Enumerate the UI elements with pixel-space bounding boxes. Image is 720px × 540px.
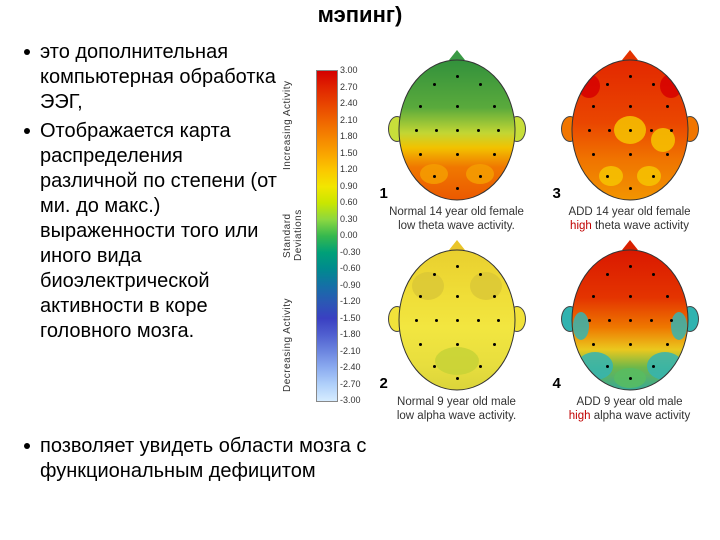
scale-tick: -0.30: [340, 247, 361, 257]
scale-tick: 1.80: [340, 131, 358, 141]
colorbar: [316, 70, 338, 402]
head-caption: Normal 9 year old malelow alpha wave act…: [379, 396, 534, 424]
head-caption: ADD 14 year old femalehigh theta wave ac…: [552, 206, 707, 234]
head-caption: Normal 14 year old femalelow theta wave …: [379, 206, 534, 234]
scale-tick: -0.60: [340, 263, 361, 273]
scale-label-sd: Standard Deviations: [282, 188, 304, 283]
bullet-text: позволяет увидеть области мозга с функци…: [40, 434, 444, 484]
heads-grid: 1Normal 14 year old femalelow theta wave…: [374, 56, 704, 426]
bullet-list-bottom: позволяет увидеть области мозга с функци…: [24, 434, 444, 488]
scale-tick: 2.40: [340, 98, 358, 108]
scale-tick: 1.20: [340, 164, 358, 174]
slide: мэпинг) это дополнительная компьютерная …: [0, 0, 720, 540]
scale-tick: 0.30: [340, 214, 358, 224]
bullet-text: Отображается карта распределения различн…: [40, 119, 284, 344]
head-caption: ADD 9 year old malehigh alpha wave activ…: [552, 396, 707, 424]
list-item: это дополнительная компьютерная обработк…: [24, 40, 284, 115]
scale-tick: -1.20: [340, 296, 361, 306]
head-cell-3: 3ADD 14 year old femalehigh theta wave a…: [552, 56, 707, 234]
head-wrap: 2: [394, 246, 520, 394]
head-number: 1: [380, 185, 388, 202]
scale-tick: -1.80: [340, 329, 361, 339]
page-title: мэпинг): [0, 2, 720, 28]
head-number: 3: [553, 185, 561, 202]
list-item: позволяет увидеть области мозга с функци…: [24, 434, 444, 484]
head-wrap: 4: [567, 246, 693, 394]
head-wrap: 1: [394, 56, 520, 204]
head-number: 4: [553, 375, 561, 392]
bullet-text: это дополнительная компьютерная обработк…: [40, 40, 284, 115]
scale-tick: 0.00: [340, 230, 358, 240]
scale-tick: 2.70: [340, 82, 358, 92]
scale-tick: 1.50: [340, 148, 358, 158]
scale-label-increasing: Increasing Activity: [282, 70, 293, 180]
bullet-list-left: это дополнительная компьютерная обработк…: [24, 40, 284, 348]
scale-tick: -2.40: [340, 362, 361, 372]
color-scale: Standard Deviations Increasing Activity …: [288, 70, 362, 400]
scale-tick: 0.90: [340, 181, 358, 191]
scale-tick: 0.60: [340, 197, 358, 207]
list-item: Отображается карта распределения различн…: [24, 119, 284, 344]
bullet-dot: [24, 128, 30, 134]
bullet-dot: [24, 49, 30, 55]
scale-tick: -2.70: [340, 379, 361, 389]
head-cell-4: 4ADD 9 year old malehigh alpha wave acti…: [552, 246, 707, 424]
scale-tick: -1.50: [340, 313, 361, 323]
head-number: 2: [380, 375, 388, 392]
head-cell-1: 1Normal 14 year old femalelow theta wave…: [379, 56, 534, 234]
bullet-dot: [24, 443, 30, 449]
scale-tick: -0.90: [340, 280, 361, 290]
scale-label-decreasing: Decreasing Activity: [282, 290, 293, 400]
scale-tick: 3.00: [340, 65, 358, 75]
scale-tick: -2.10: [340, 346, 361, 356]
head-cell-2: 2Normal 9 year old malelow alpha wave ac…: [379, 246, 534, 424]
brain-map-figure: Standard Deviations Increasing Activity …: [288, 50, 708, 430]
scale-tick: -3.00: [340, 395, 361, 405]
head-wrap: 3: [567, 56, 693, 204]
scale-tick: 2.10: [340, 115, 358, 125]
